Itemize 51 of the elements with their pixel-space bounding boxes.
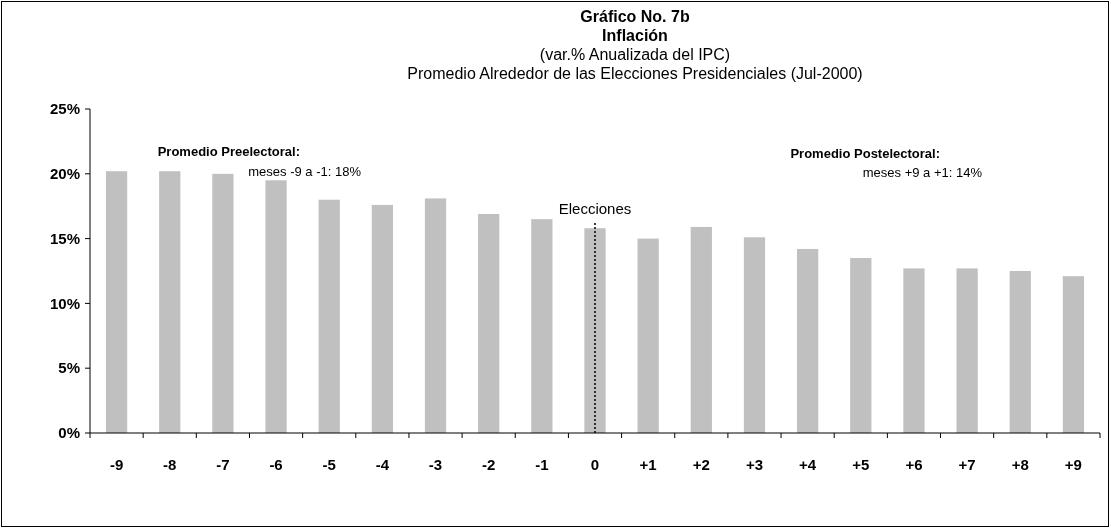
ref-line-label: Elecciones <box>558 200 632 217</box>
x-tick-label: -8 <box>163 456 177 473</box>
y-tick-label: 5% <box>58 359 80 377</box>
bar <box>743 237 766 433</box>
bar <box>159 171 181 433</box>
bar <box>956 268 978 433</box>
bar <box>903 268 925 433</box>
bar <box>531 219 553 433</box>
bar <box>318 199 340 433</box>
bar <box>690 226 712 433</box>
bar <box>424 198 447 433</box>
annotation: meses +9 a +1: 14% <box>862 165 983 180</box>
bar <box>1062 276 1085 433</box>
x-tick-label: +3 <box>745 456 764 473</box>
x-tick-label: -9 <box>109 456 124 473</box>
bar <box>637 238 659 433</box>
x-tick-label: +7 <box>958 456 976 473</box>
x-tick-label: +8 <box>1011 456 1029 473</box>
x-tick-label: +2 <box>692 456 710 473</box>
y-tick-label: 20% <box>49 165 80 183</box>
bar <box>371 204 393 433</box>
y-tick-label: 10% <box>49 294 80 312</box>
annotation: Promedio Preelectoral: <box>157 144 300 159</box>
bar <box>105 171 128 433</box>
x-tick-label: +5 <box>852 456 870 473</box>
y-tick-label: 15% <box>49 229 80 247</box>
x-tick-label: -1 <box>535 456 549 473</box>
x-tick-label: -6 <box>269 456 283 473</box>
y-tick-label: 25% <box>49 100 80 118</box>
bar <box>265 180 287 433</box>
bar <box>478 213 500 433</box>
bar <box>212 173 234 433</box>
y-tick-label: 0% <box>58 424 80 442</box>
chart-title: Gráfico No. 7b Inflación <box>580 8 690 44</box>
x-tick-label: +4 <box>799 456 817 473</box>
x-tick-label: -4 <box>375 456 390 473</box>
x-tick-label: -7 <box>216 456 230 473</box>
annotation: meses -9 a -1: 18% <box>248 164 362 179</box>
x-tick-label: +1 <box>639 456 657 473</box>
annotation: Promedio Postelectoral: <box>790 146 940 161</box>
bar <box>797 248 819 433</box>
bar <box>1009 271 1031 433</box>
x-tick-label: -2 <box>482 456 496 473</box>
chart-subtitle: (var.% Anualizada del IPC) Promedio Alrededor de las Elecciones Presidenciales (Jul-2000) <box>407 46 863 82</box>
x-tick-label: +9 <box>1064 456 1082 473</box>
x-tick-label: +6 <box>905 456 923 473</box>
bar <box>584 228 606 433</box>
x-tick-label: -5 <box>322 456 336 473</box>
bar <box>850 258 872 433</box>
x-tick-label: 0 <box>590 456 600 473</box>
x-tick-label: -3 <box>428 456 443 473</box>
